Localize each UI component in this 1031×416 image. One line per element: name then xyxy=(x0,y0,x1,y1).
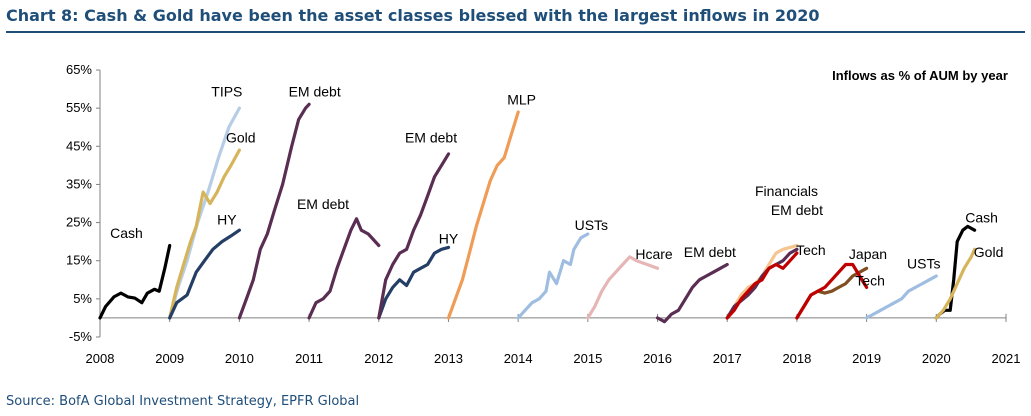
x-tick-label: 2010 xyxy=(225,351,254,366)
x-tick-label: 2020 xyxy=(922,351,951,366)
series-line-hy xyxy=(377,245,451,320)
series-layer xyxy=(98,102,977,324)
x-tick-label: 2012 xyxy=(364,351,393,366)
series-label: USTs xyxy=(575,217,608,233)
series-label: EM debt xyxy=(405,129,457,145)
y-tick-label: 35% xyxy=(66,176,92,191)
series-label: Cash xyxy=(965,210,998,226)
series-label: HY xyxy=(439,231,459,247)
series-line-gold xyxy=(168,148,241,320)
series-line-em-debt xyxy=(237,102,311,320)
y-tick-label: 5% xyxy=(73,291,92,306)
x-tick-label: 2014 xyxy=(504,351,533,366)
chart-title: Chart 8: Cash & Gold have been the asset… xyxy=(6,6,820,25)
x-tick-label: 2008 xyxy=(86,351,115,366)
y-tick-label: 65% xyxy=(66,62,92,77)
x-tick-label: 2019 xyxy=(852,351,881,366)
series-line-mlp xyxy=(446,110,520,320)
series-line-hcare xyxy=(586,255,660,320)
x-tick-label: 2016 xyxy=(643,351,672,366)
y-tick-label: 55% xyxy=(66,100,92,115)
series-label: HY xyxy=(217,211,237,227)
y-tick-label: 15% xyxy=(66,253,92,268)
series-line-cash xyxy=(934,224,977,320)
series-label: EM debt xyxy=(297,196,349,212)
y-tick-label: 25% xyxy=(66,215,92,230)
y-tick-label: -5% xyxy=(69,329,93,344)
series-label: Gold xyxy=(974,244,1004,260)
series-line-cash xyxy=(98,243,172,320)
series-line-usts xyxy=(865,274,938,320)
x-tick-label: 2015 xyxy=(573,351,602,366)
series-label: EM debt xyxy=(771,202,823,218)
series-label: TIPS xyxy=(211,84,242,100)
series-label: Gold xyxy=(226,129,256,145)
x-tick-label: 2011 xyxy=(295,351,323,366)
series-label: Cash xyxy=(110,225,143,241)
series-label: USTs xyxy=(907,255,940,271)
chart-annotation: Inflows as % of AUM by year xyxy=(832,68,1008,83)
axis-layer: 65% 55% 45% 35% 25% 15% 5% -5% 2008 2009 2010 2011 2… xyxy=(66,62,1020,366)
label-layer: Cash TIPS Gold HY EM debt EM debt EM debt HY MLP… xyxy=(110,84,1003,289)
series-line-gold xyxy=(934,247,977,320)
series-line-hy xyxy=(168,228,241,320)
x-tick-label: 2013 xyxy=(434,351,463,366)
x-tick-label: 2021 xyxy=(992,351,1021,366)
series-label: Hcare xyxy=(635,246,673,262)
x-tick-label: 2018 xyxy=(782,351,811,366)
series-label: EM debt xyxy=(684,244,736,260)
title-divider xyxy=(6,31,1025,33)
y-tick-label: 45% xyxy=(66,138,92,153)
x-tick-label: 2017 xyxy=(713,351,742,366)
series-line-tech xyxy=(725,251,799,320)
series-label: Tech xyxy=(855,273,885,289)
series-line-usts xyxy=(516,232,590,320)
series-label: Financials xyxy=(755,183,818,199)
series-line-tech xyxy=(795,262,869,320)
chart-svg: Inflows as % of AUM by year 65% 55% 45% 35%… xyxy=(66,62,1020,366)
series-label: Tech xyxy=(796,242,826,258)
series-line-em-debt xyxy=(377,152,451,320)
series-label: MLP xyxy=(507,91,536,107)
source-note: Source: BofA Global Investment Strategy,… xyxy=(6,394,360,409)
series-line-em-debt xyxy=(655,262,729,324)
series-line-em-debt xyxy=(307,217,381,320)
series-label: Japan xyxy=(849,246,887,262)
series-label: EM debt xyxy=(289,84,341,100)
x-tick-label: 2009 xyxy=(155,351,184,366)
